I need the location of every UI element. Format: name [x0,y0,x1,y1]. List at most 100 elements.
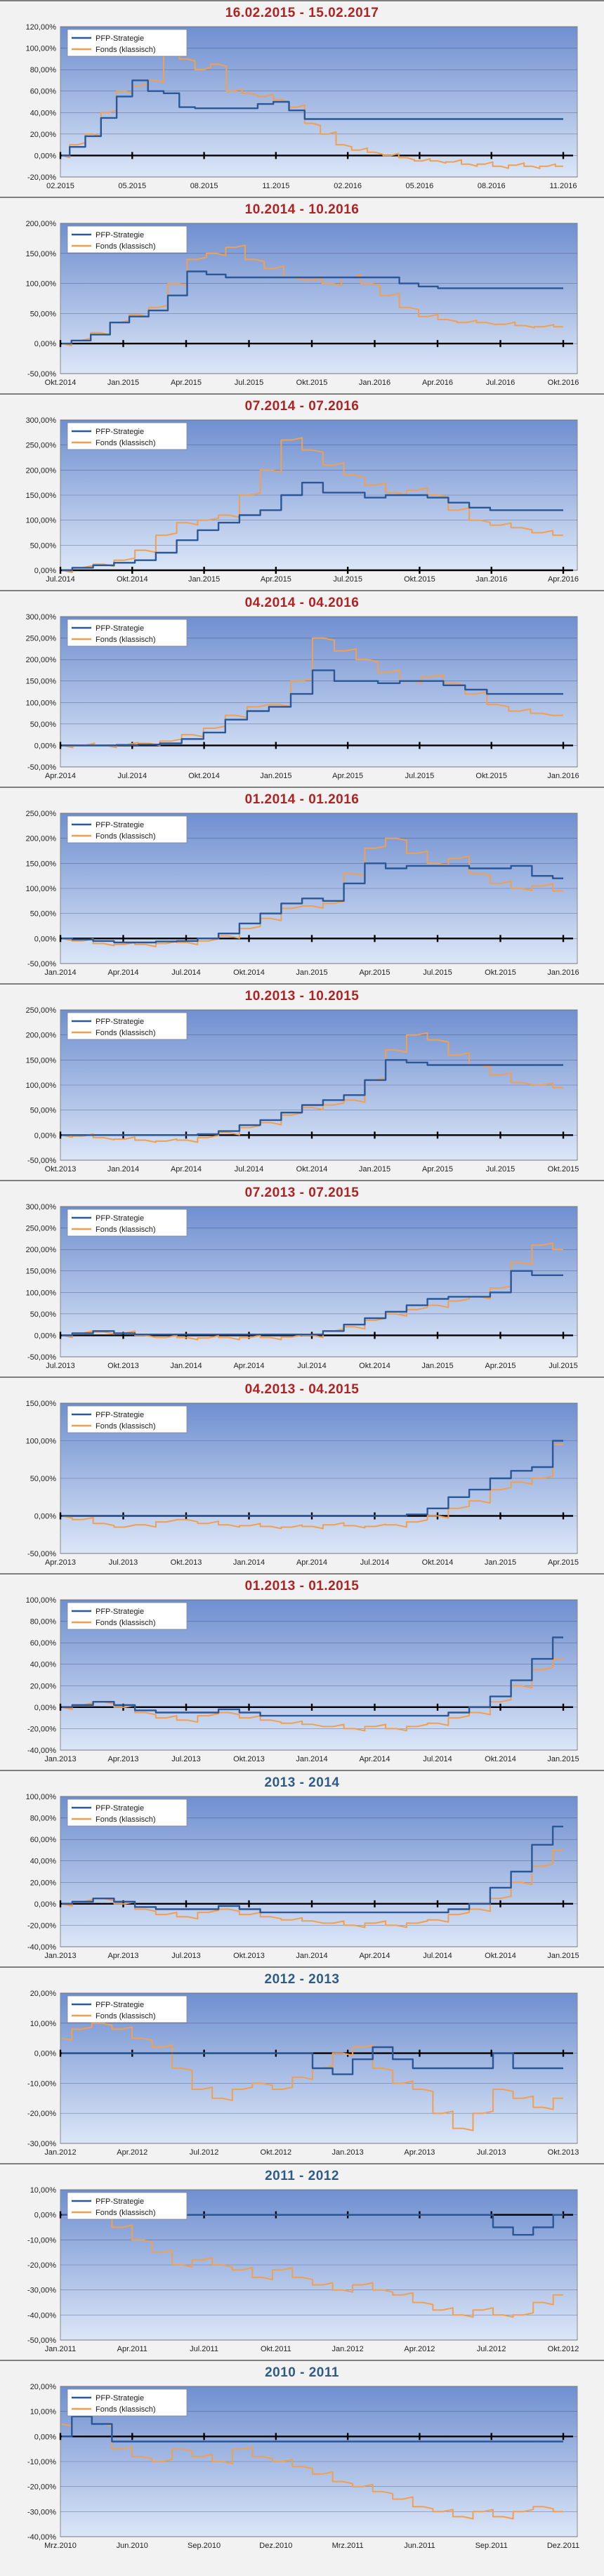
y-tick-label: -30,00% [27,2140,56,2148]
x-tick-label: Jul.2014 [235,1165,264,1174]
y-tick-label: 0,00% [34,935,56,943]
x-tick-label: Okt.2014 [45,379,77,387]
x-tick-label: Okt.2013 [233,1952,265,1960]
y-tick-label: -10,00% [27,2079,56,2088]
x-tick-label: Jun.2011 [404,2542,435,2550]
x-tick-label: Jul.2015 [405,772,435,780]
x-tick-label: Apr.2014 [107,968,138,977]
y-tick-label: 100,00% [26,699,57,707]
line-chart: 250,00% 200,00% 150,00% 100,00% 50,00% 0,00% -… [26,1006,579,1174]
x-tick-label: Okt.2013 [548,2148,579,2157]
y-tick-label: 200,00% [26,220,57,228]
y-tick-label: 200,00% [26,1032,57,1040]
chart-title: 2012 - 2013 [264,1972,340,1987]
y-tick-label: 0,00% [34,1704,56,1712]
y-tick-label: -40,00% [27,2311,56,2320]
y-tick-label: 10,00% [30,2020,57,2028]
chart-title: 2011 - 2012 [265,2169,339,2183]
y-tick-label: 20,00% [30,1990,57,1998]
y-tick-label: -50,00% [27,1550,56,1558]
x-tick-label: Okt.2013 [171,1558,202,1567]
y-tick-label: -50,00% [27,1353,56,1362]
series-line-strategy [62,669,563,747]
y-tick-label: 50,00% [30,910,57,919]
y-tick-label: 60,00% [30,1836,57,1844]
legend-box [67,2388,188,2417]
y-tick-label: -40,00% [27,1747,56,1755]
y-tick-label: -20,00% [27,1725,56,1733]
x-tick-label: Jan.2014 [107,1165,139,1174]
x-tick-label: Jan.2016 [359,379,390,387]
x-tick-label: Okt.2014 [188,772,220,780]
chart-panel: 2011 - 2012 10,00% 0,00% -10,00% -20,00% -30,… [0,2163,604,2360]
legend-box [67,1995,188,2023]
x-tick-label: Okt.2014 [296,1165,328,1174]
y-tick-label: 40,00% [30,1661,57,1669]
x-tick-label: Jan.2014 [296,1952,327,1960]
legend-label-strategy: PFP-Strategie [96,821,144,829]
legend-label-fund: Fonds (klassisch) [96,832,156,841]
line-chart: 150,00% 100,00% 50,00% 0,00% -50,00%Apr.2013… [26,1400,579,1567]
y-tick-label: 200,00% [26,1246,57,1254]
x-tick-label: Jan.2016 [547,968,579,977]
x-tick-label: Jul.2013 [109,1558,138,1567]
x-tick-label: Apr.2013 [107,1952,138,1960]
x-tick-label: Okt.2012 [261,2148,292,2157]
chart-panel: 2010 - 2011 20,00% 10,00% 0,00% -10,00% -20,0… [0,2360,604,2576]
series-line-fund [61,2207,563,2318]
x-tick-label: Apr.2015 [171,379,202,387]
legend-box [67,1405,188,1433]
x-tick-label: Okt.2015 [548,1165,579,1174]
legend-label-fund: Fonds (klassisch) [96,46,156,54]
legend-box [67,225,188,254]
y-tick-label: -50,00% [27,370,56,379]
y-tick-label: 150,00% [26,1056,57,1065]
chart-panel: 10.2013 - 10.2015 250,00% 200,00% 150,00% 10… [0,983,604,1180]
y-tick-label: 40,00% [30,109,57,117]
y-tick-label: 100,00% [26,45,57,53]
chart-panel: 10.2014 - 10.2016 200,00% 150,00% 100,00% 50… [0,197,604,393]
x-tick-label: Jul.2013 [171,1755,201,1763]
line-chart: 20,00%10,00%0,00%-10,00%-20,00%-30,00%Ja… [27,1990,579,2157]
x-tick-label: Jul.2014 [423,1755,452,1763]
series-line-strategy [62,79,563,157]
y-tick-label: 50,00% [30,1107,57,1115]
y-tick-label: 250,00% [26,810,57,818]
y-tick-label: 10,00% [30,2186,57,2195]
series-line-strategy [62,2415,563,2443]
legend-box [67,29,188,57]
line-chart: 100,00% 80,00% 60,00% 40,00% 20,00% 0,00% -20,… [26,1793,579,1960]
chart-title: 04.2014 - 04.2016 [244,596,360,610]
y-tick-label: 250,00% [26,635,57,643]
legend-label-strategy: PFP-Strategie [96,34,144,43]
chart-panel: 01.2013 - 01.2015 100,00% 80,00% 60,00% 40,0… [0,1573,604,1770]
y-tick-label: 250,00% [26,1006,57,1015]
y-tick-label: 50,00% [30,721,57,729]
x-tick-label: Jan.2015 [547,1755,579,1763]
series-line-strategy [62,1059,563,1136]
y-tick-label: 100,00% [26,280,57,289]
y-tick-label: -40,00% [27,1943,56,1952]
x-tick-label: Jul.2014 [46,575,75,584]
y-tick-label: 300,00% [26,416,57,425]
x-tick-label: Jan.2015 [260,772,291,780]
x-tick-label: 11.2016 [550,182,577,190]
y-tick-label: 80,00% [30,1618,57,1627]
x-tick-label: Jan.2015 [421,1362,453,1370]
x-tick-label: 05.2016 [406,182,434,190]
legend-label-fund: Fonds (klassisch) [96,439,156,447]
y-tick-label: 50,00% [30,310,57,318]
legend-label-fund: Fonds (klassisch) [96,1422,156,1431]
y-tick-label: 150,00% [26,860,57,868]
legend-label-fund: Fonds (klassisch) [96,636,156,644]
series-line-strategy [62,270,563,345]
x-tick-label: Apr.2014 [296,1558,327,1567]
x-tick-label: Jul.2015 [486,1165,516,1174]
x-tick-label: Apr.2015 [485,1362,516,1370]
legend-label-strategy: PFP-Strategie [96,2001,144,2009]
y-tick-label: 0,00% [34,1900,56,1909]
legend-label-fund: Fonds (klassisch) [96,2012,156,2020]
x-tick-label: Dez.2010 [259,2542,292,2550]
y-tick-label: 250,00% [26,442,57,450]
x-tick-label: Apr.2015 [422,1165,453,1174]
